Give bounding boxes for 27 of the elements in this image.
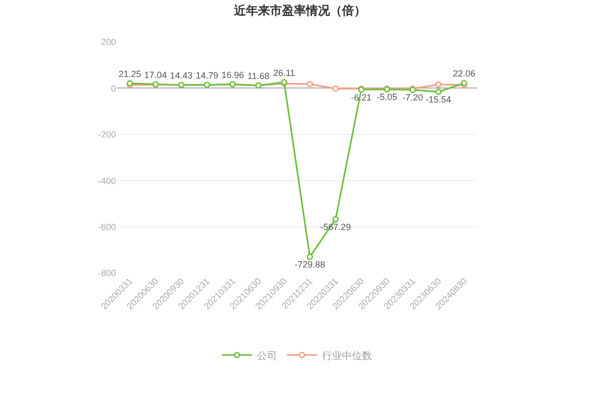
y-tick-label: -600 (98, 222, 116, 232)
data-label: -15.54 (426, 94, 452, 105)
legend-label: 公司 (257, 350, 277, 362)
y-tick-label: -800 (98, 268, 116, 278)
data-label: -5.05 (376, 92, 398, 102)
y-tick-label: 200 (100, 37, 116, 48)
legend-label: 行业中位数 (322, 350, 372, 362)
data-label: 17.04 (144, 70, 167, 80)
data-label: 14.43 (170, 70, 193, 80)
point (435, 81, 442, 88)
data-label: 26.11 (273, 68, 296, 78)
point (306, 254, 314, 260)
data-label: 14.79 (196, 70, 218, 80)
data-label: -729.88 (294, 260, 326, 270)
point (435, 88, 442, 95)
point (332, 86, 339, 92)
y-tick-label: -200 (98, 130, 116, 140)
data-label: 11.68 (248, 71, 270, 82)
data-label: 21.25 (118, 68, 142, 79)
y-tick-label: 0 (110, 83, 116, 94)
point (332, 216, 339, 222)
point (306, 80, 314, 88)
chart-title: 近年来市盈率情况（倍） (233, 3, 366, 18)
y-tick-label: -400 (98, 176, 116, 186)
data-label: 22.06 (452, 68, 476, 79)
data-label: -7.20 (402, 92, 423, 103)
data-label: 16.96 (221, 70, 244, 80)
